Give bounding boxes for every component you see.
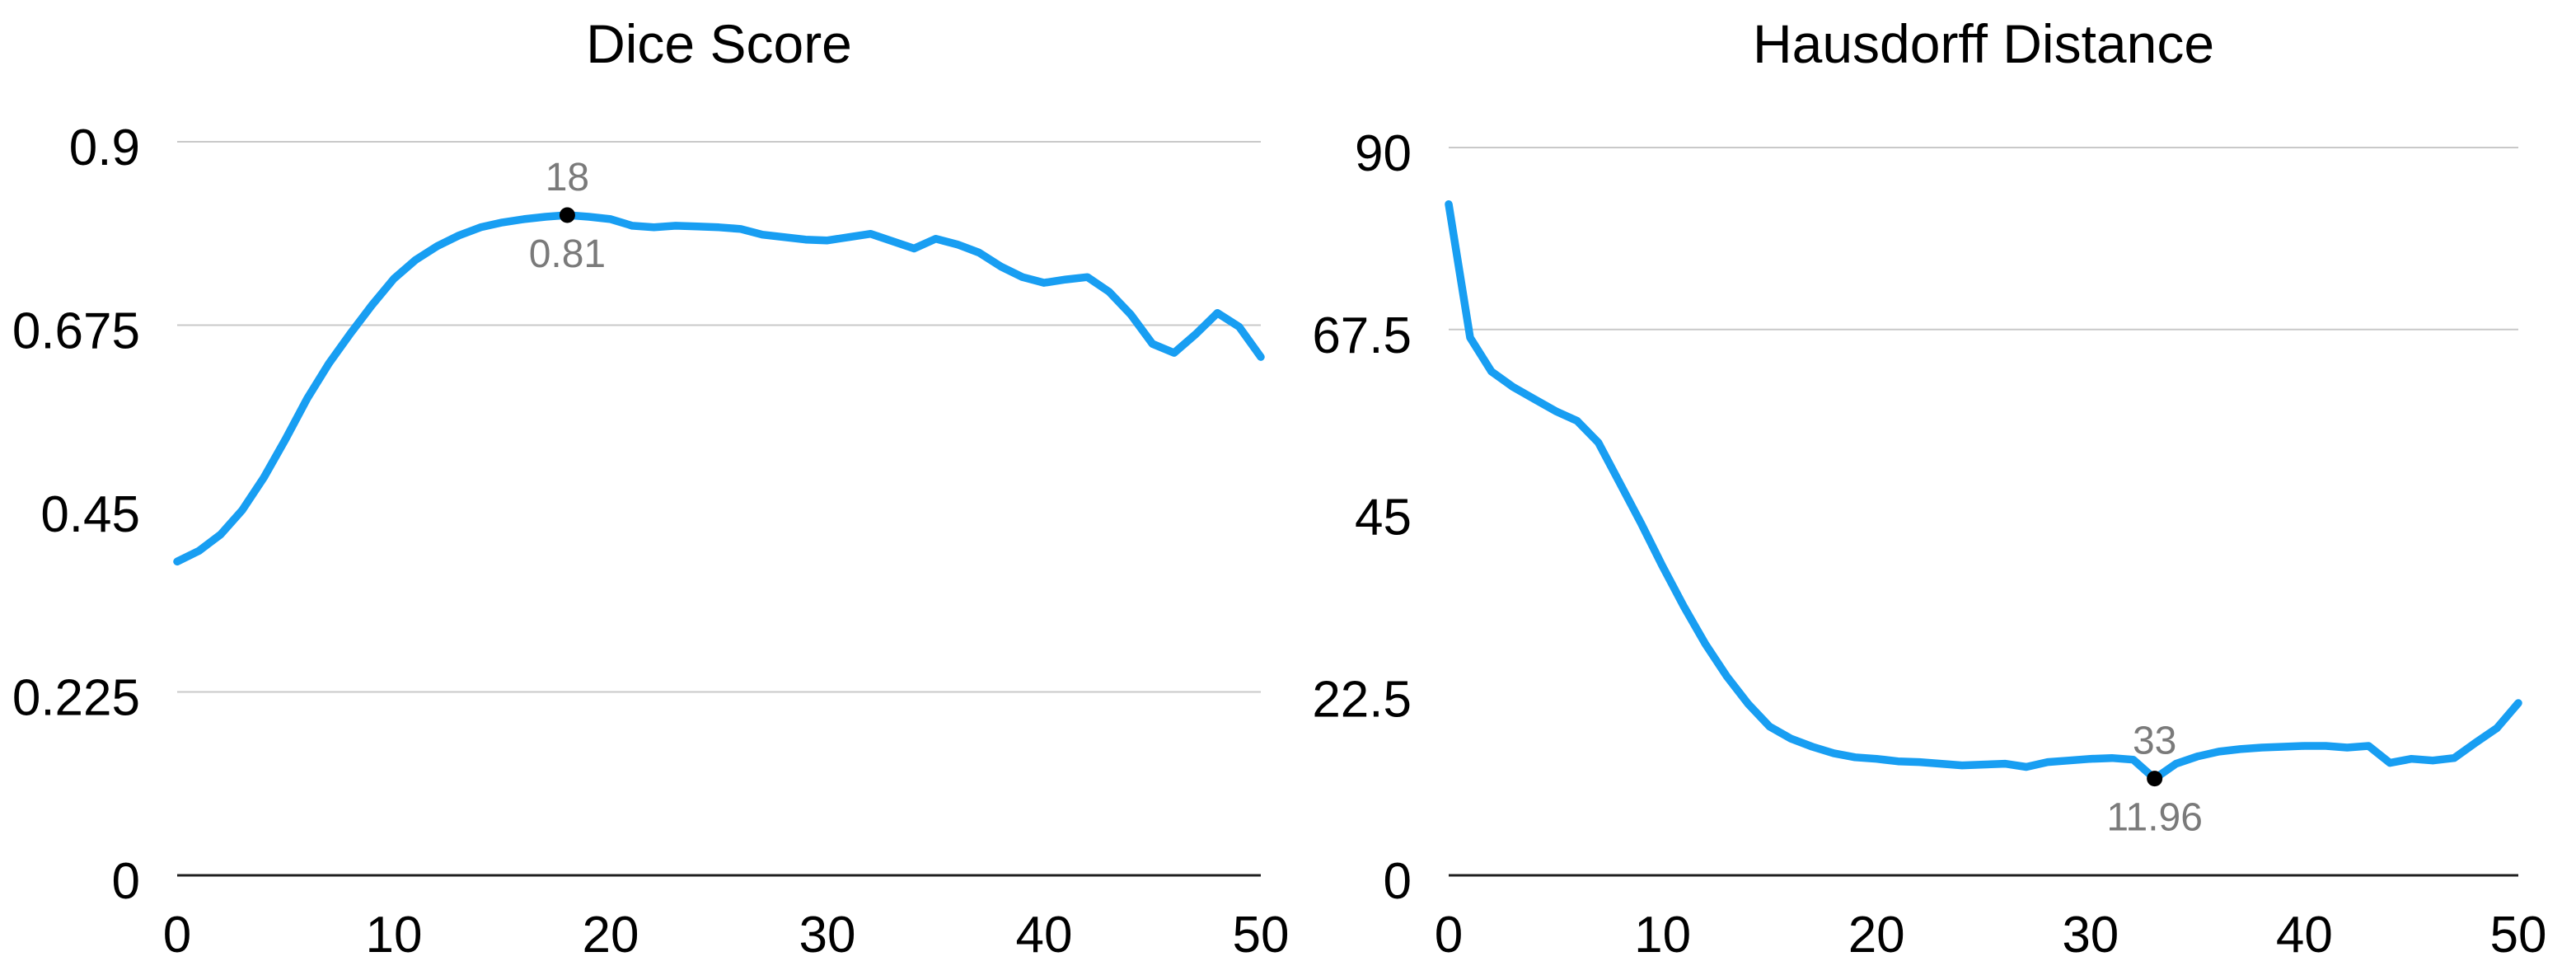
chart-hausdorff-distance: Hausdorff Distance 90 67.5 45 22.5 0 0 10 20 30 4…	[1288, 0, 2576, 980]
x-tick-label: 40	[1016, 907, 1073, 964]
y-tick-label: 22.5	[1312, 671, 1412, 728]
x-tick-label: 30	[799, 907, 856, 964]
y-tick-label: 67.5	[1312, 307, 1412, 364]
y-tick-label: 0.9	[69, 120, 140, 176]
y-tick-label: 0.45	[40, 486, 140, 543]
y-tick-label: 90	[1355, 125, 1412, 182]
chart-title-hausdorff-distance: Hausdorff Distance	[1752, 13, 2215, 74]
x-tick-label: 20	[583, 907, 639, 964]
x-tick-label: 30	[2062, 907, 2119, 964]
y-tick-label: 0	[1384, 853, 1412, 910]
marked-point-value-annotation: 11.96	[2106, 796, 2203, 840]
y-tick-label: 45	[1355, 490, 1412, 546]
x-tick-label: 10	[366, 907, 423, 964]
hausdorff-distance-plot: 90 67.5 45 22.5 00 10 20 30 40 50 33 11.96	[1312, 125, 2547, 964]
x-tick-label: 50	[1233, 907, 1288, 964]
x-tick-label: 10	[1634, 907, 1691, 964]
dice-score-line-series	[173, 211, 1265, 566]
chart-title-dice-score: Dice Score	[586, 13, 852, 74]
y-tick-label: 0	[112, 853, 140, 910]
x-tick-label: 40	[2276, 907, 2333, 964]
marked-point-dot	[559, 207, 575, 223]
x-tick-label: 20	[1848, 907, 1905, 964]
marked-point-x-annotation: 18	[546, 156, 589, 199]
chart-dice-score: Dice Score 0.9 0.675 0.45 0.225 0 0 10 20 30 40 50…	[12, 13, 1288, 964]
hausdorff-distance-line-series	[1445, 199, 2522, 783]
dice-score-plot: 0.9 0.675 0.45 0.225 00 10 20 30 40 50 18 0.81	[12, 120, 1288, 964]
x-tick-label: 0	[163, 907, 191, 964]
x-tick-label: 0	[1435, 907, 1463, 964]
y-tick-label: 0.225	[12, 670, 140, 727]
x-tick-label: 50	[2490, 907, 2547, 964]
marked-point-x-annotation: 33	[2133, 720, 2176, 763]
marked-point-value-annotation: 0.81	[529, 232, 606, 276]
y-tick-label: 0.675	[12, 303, 140, 360]
marked-point-dot	[2147, 771, 2163, 787]
